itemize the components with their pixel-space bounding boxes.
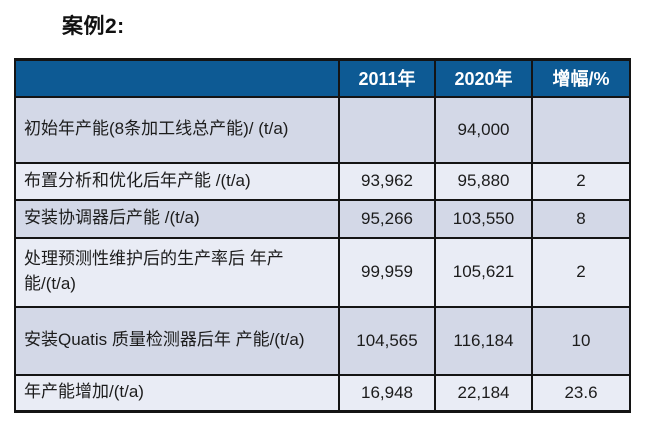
table-row: 安装协调器后产能 /(t/a) 95,266 103,550 8 [14,198,631,239]
cell-2020: 105,621 [434,236,533,308]
cell-2020: 94,000 [434,95,533,164]
cell-growth [531,95,631,164]
cell-2020: 22,184 [434,373,533,413]
page-title: 案例2: [62,15,125,38]
row-label: 年产能增加/(t/a) [14,373,340,413]
cell-growth: 23.6 [531,373,631,413]
cell-growth: 2 [531,161,631,201]
cell-2020: 103,550 [434,198,533,239]
cell-2011: 95,266 [338,198,436,239]
table-row: 处理预测性维护后的生产率后 年产能/(t/a) 99,959 105,621 2 [14,236,631,308]
table-row: 安装Quatis 质量检测器后年 产能/(t/a) 104,565 116,18… [14,305,631,376]
header-cell-2011: 2011年 [338,58,436,98]
header-row: 2011年 2020年 增幅/% [14,58,631,98]
table-row: 年产能增加/(t/a) 16,948 22,184 23.6 [14,373,631,413]
cell-2011: 104,565 [338,305,436,376]
cell-2011 [338,95,436,164]
cell-2011: 99,959 [338,236,436,308]
row-label: 初始年产能(8条加工线总产能)/ (t/a) [14,95,340,164]
row-label: 安装协调器后产能 /(t/a) [14,198,340,239]
cell-growth: 8 [531,198,631,239]
cell-2011: 93,962 [338,161,436,201]
cell-2020: 116,184 [434,305,533,376]
cell-growth: 2 [531,236,631,308]
header-cell-growth: 增幅/% [531,58,631,98]
cell-2020: 95,880 [434,161,533,201]
header-cell-label [14,58,340,98]
table-row: 布置分析和优化后年产能 /(t/a) 93,962 95,880 2 [14,161,631,201]
cell-2011: 16,948 [338,373,436,413]
header-cell-2020: 2020年 [434,58,533,98]
row-label: 安装Quatis 质量检测器后年 产能/(t/a) [14,305,340,376]
row-label: 布置分析和优化后年产能 /(t/a) [14,161,340,201]
table-header: 2011年 2020年 增幅/% [14,58,631,98]
row-label: 处理预测性维护后的生产率后 年产能/(t/a) [14,236,340,308]
table-row: 初始年产能(8条加工线总产能)/ (t/a) 94,000 [14,95,631,164]
capacity-table: 2011年 2020年 增幅/% 初始年产能(8条加工线总产能)/ (t/a) … [14,58,631,413]
table-body: 初始年产能(8条加工线总产能)/ (t/a) 94,000 布置分析和优化后年产… [14,95,631,413]
cell-growth: 10 [531,305,631,376]
